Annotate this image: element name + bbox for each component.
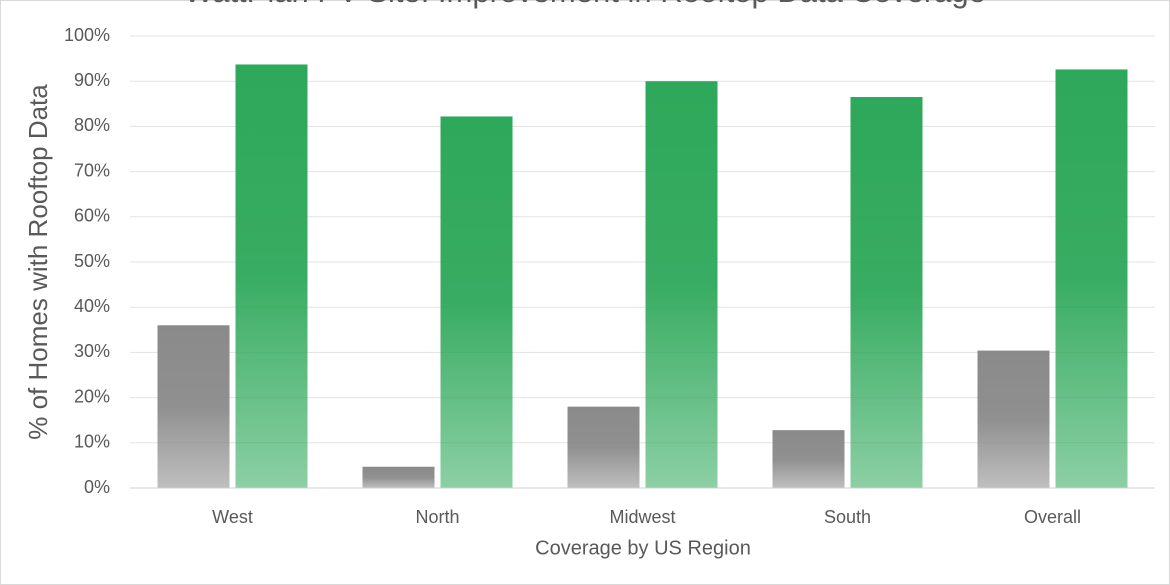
y-tick-label: 20% — [74, 386, 110, 406]
x-tick-label: West — [212, 507, 253, 527]
x-tick-label: Midwest — [609, 507, 675, 527]
bar — [567, 406, 640, 488]
y-tick-label: 100% — [64, 25, 110, 45]
x-tick-label: North — [415, 507, 459, 527]
bar — [440, 116, 513, 489]
y-tick-label: 10% — [74, 432, 110, 452]
bar — [235, 64, 308, 488]
bar — [157, 325, 230, 488]
y-tick-label: 60% — [74, 206, 110, 226]
bar — [850, 97, 923, 489]
bar — [772, 430, 845, 488]
chart-title: WattPlan PV Site: Improvement in Rooftop… — [184, 0, 986, 9]
bar — [362, 466, 435, 488]
x-axis-title: Coverage by US Region — [535, 537, 751, 559]
bar — [1055, 69, 1128, 488]
bar — [645, 81, 718, 488]
y-tick-label: 40% — [74, 296, 110, 316]
y-tick-label: 30% — [74, 341, 110, 361]
bar — [977, 350, 1050, 488]
y-tick-label: 70% — [74, 160, 110, 180]
y-tick-label: 50% — [74, 251, 110, 271]
y-tick-label: 80% — [74, 115, 110, 135]
y-tick-label: 90% — [74, 70, 110, 90]
y-axis-title: % of Homes with Rooftop Data — [23, 84, 53, 440]
x-tick-label: Overall — [1024, 507, 1081, 527]
y-tick-label: 0% — [84, 477, 110, 497]
x-tick-label: South — [824, 507, 871, 527]
